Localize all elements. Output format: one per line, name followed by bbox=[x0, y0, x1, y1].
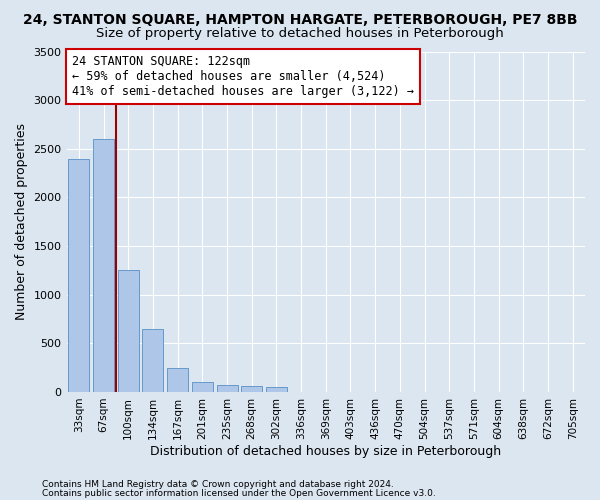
Text: 24, STANTON SQUARE, HAMPTON HARGATE, PETERBOROUGH, PE7 8BB: 24, STANTON SQUARE, HAMPTON HARGATE, PET… bbox=[23, 12, 577, 26]
Text: Contains HM Land Registry data © Crown copyright and database right 2024.: Contains HM Land Registry data © Crown c… bbox=[42, 480, 394, 489]
Bar bbox=[266, 387, 287, 392]
Bar bbox=[68, 158, 89, 392]
Bar bbox=[217, 385, 238, 392]
Text: Size of property relative to detached houses in Peterborough: Size of property relative to detached ho… bbox=[96, 28, 504, 40]
Bar bbox=[118, 270, 139, 392]
Bar bbox=[167, 368, 188, 392]
Bar bbox=[142, 328, 163, 392]
Bar bbox=[192, 382, 213, 392]
Text: Contains public sector information licensed under the Open Government Licence v3: Contains public sector information licen… bbox=[42, 488, 436, 498]
X-axis label: Distribution of detached houses by size in Peterborough: Distribution of detached houses by size … bbox=[150, 444, 502, 458]
Bar bbox=[241, 386, 262, 392]
Text: 24 STANTON SQUARE: 122sqm
← 59% of detached houses are smaller (4,524)
41% of se: 24 STANTON SQUARE: 122sqm ← 59% of detac… bbox=[72, 55, 414, 98]
Y-axis label: Number of detached properties: Number of detached properties bbox=[15, 123, 28, 320]
Bar bbox=[93, 139, 114, 392]
